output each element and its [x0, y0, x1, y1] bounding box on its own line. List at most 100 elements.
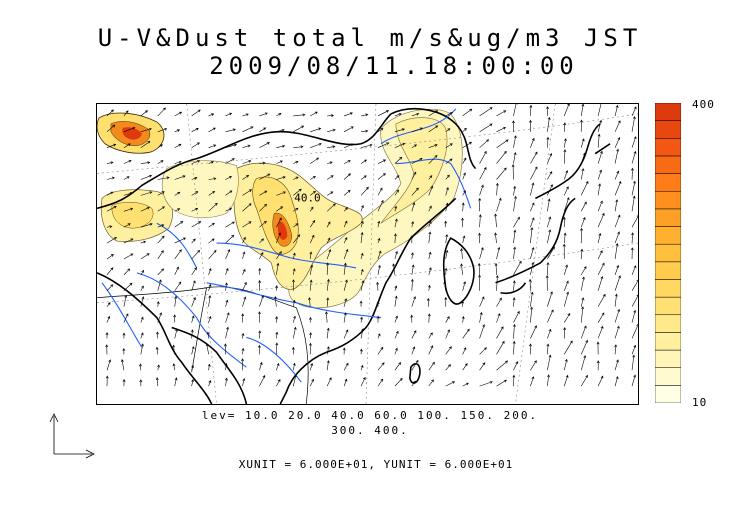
- wind-arrow: [530, 137, 535, 148]
- wind-arrow: [157, 160, 164, 164]
- vector-reference-axes: [49, 413, 95, 459]
- wind-arrow: [530, 360, 537, 371]
- colorbar-swatch: [655, 190, 681, 210]
- wind-arrow: [477, 262, 481, 275]
- wind-arrow: [428, 155, 438, 164]
- wind-arrow: [225, 312, 230, 323]
- wind-arrow: [343, 378, 348, 387]
- wind-arrow: [123, 159, 132, 164]
- wind-arrow: [258, 267, 262, 275]
- wind-arrow: [155, 377, 159, 387]
- wind-arrow: [140, 161, 151, 165]
- wind-arrow: [225, 221, 235, 228]
- wind-arrow: [597, 150, 603, 164]
- wind-arrow: [140, 316, 144, 323]
- wind-arrow: [174, 295, 178, 307]
- wind-arrow: [140, 240, 147, 244]
- wind-arrow: [496, 167, 507, 180]
- wind-arrow: [259, 190, 268, 196]
- wind-arrow: [393, 233, 397, 244]
- wind-arrow: [614, 170, 620, 180]
- wind-arrow: [580, 325, 587, 339]
- wind-arrow: [292, 299, 296, 307]
- wind-arrow: [343, 189, 351, 196]
- wind-arrow: [580, 104, 585, 116]
- wind-arrow: [512, 374, 516, 387]
- wind-arrow: [157, 250, 164, 260]
- wind-arrow: [259, 112, 268, 117]
- wind-arrow: [343, 112, 353, 117]
- wind-arrow: [259, 375, 266, 387]
- wind-arrow: [326, 191, 334, 196]
- wind-arrow: [123, 282, 133, 291]
- wind-arrow: [343, 362, 349, 371]
- wind-arrow: [563, 149, 567, 164]
- wind-arrow: [343, 143, 354, 148]
- wind-arrow: [478, 197, 482, 212]
- wind-arrow: [293, 207, 299, 212]
- wind-arrow: [614, 325, 620, 339]
- wind-arrow: [428, 379, 434, 387]
- wind-arrow: [360, 204, 364, 212]
- wind-arrow: [309, 234, 315, 244]
- wind-arrow: [580, 201, 587, 212]
- wind-arrow: [580, 297, 585, 307]
- wind-arrow: [343, 173, 351, 180]
- wind-arrow: [276, 379, 281, 387]
- wind-arrow: [496, 246, 501, 260]
- wind-arrow: [513, 151, 517, 164]
- wind-arrow: [225, 249, 231, 260]
- wind-arrow: [225, 234, 235, 244]
- wind-arrow: [614, 264, 620, 275]
- wind-arrow: [580, 276, 585, 291]
- wind-arrow: [276, 262, 280, 275]
- wind-arrow: [359, 300, 363, 307]
- wind-arrow: [191, 109, 201, 117]
- wind-arrow: [377, 237, 381, 244]
- wind-arrow: [580, 248, 584, 259]
- wind-arrow: [631, 215, 638, 228]
- wind-arrow: [428, 267, 432, 275]
- wind-arrow: [276, 128, 285, 133]
- wind-arrow: [394, 218, 398, 228]
- wind-arrow: [207, 363, 211, 371]
- wind-arrow: [259, 295, 264, 307]
- wind-arrow: [614, 308, 621, 323]
- wind-arrow: [327, 128, 336, 133]
- wind-arrow: [530, 217, 535, 228]
- dust-field: [97, 108, 463, 309]
- wind-arrow: [140, 141, 151, 148]
- wind-arrow: [123, 253, 134, 260]
- wind-arrow: [225, 326, 230, 339]
- wind-arrow: [394, 189, 399, 196]
- wind-arrow: [530, 291, 534, 307]
- wind-arrow: [597, 183, 602, 196]
- wind-arrow: [139, 379, 143, 387]
- wind-arrow: [122, 332, 126, 339]
- wind-arrow: [445, 346, 452, 355]
- wind-arrow: [208, 249, 217, 260]
- wind-arrow: [242, 126, 254, 133]
- wind-arrow: [293, 188, 302, 196]
- wind-arrow: [496, 126, 507, 133]
- wind-arrow: [292, 315, 296, 323]
- colorbar-swatch: [655, 261, 681, 280]
- wind-arrow: [496, 313, 501, 323]
- wind-arrow: [547, 216, 552, 228]
- wind-arrow: [191, 191, 199, 196]
- wind-arrow: [359, 348, 363, 355]
- wind-arrow: [140, 110, 149, 117]
- wind-arrow: [174, 249, 182, 260]
- wind-arrow: [172, 363, 176, 371]
- wind-arrow: [511, 164, 515, 180]
- wind-arrow: [394, 285, 398, 291]
- wind-arrow: [191, 346, 195, 355]
- wind-arrow: [242, 113, 249, 117]
- contour-levels-line1: lev= 10.0 20.0 40.0 60.0 100. 150. 200.: [201, 409, 539, 422]
- wind-arrow: [630, 167, 634, 180]
- vector-unit-text: XUNIT = 6.000E+01, YUNIT = 6.000E+01: [238, 458, 514, 471]
- wind-arrow: [276, 362, 280, 371]
- colorbar-swatch: [655, 243, 681, 263]
- wind-arrow: [157, 127, 168, 133]
- wind-arrow: [191, 221, 202, 228]
